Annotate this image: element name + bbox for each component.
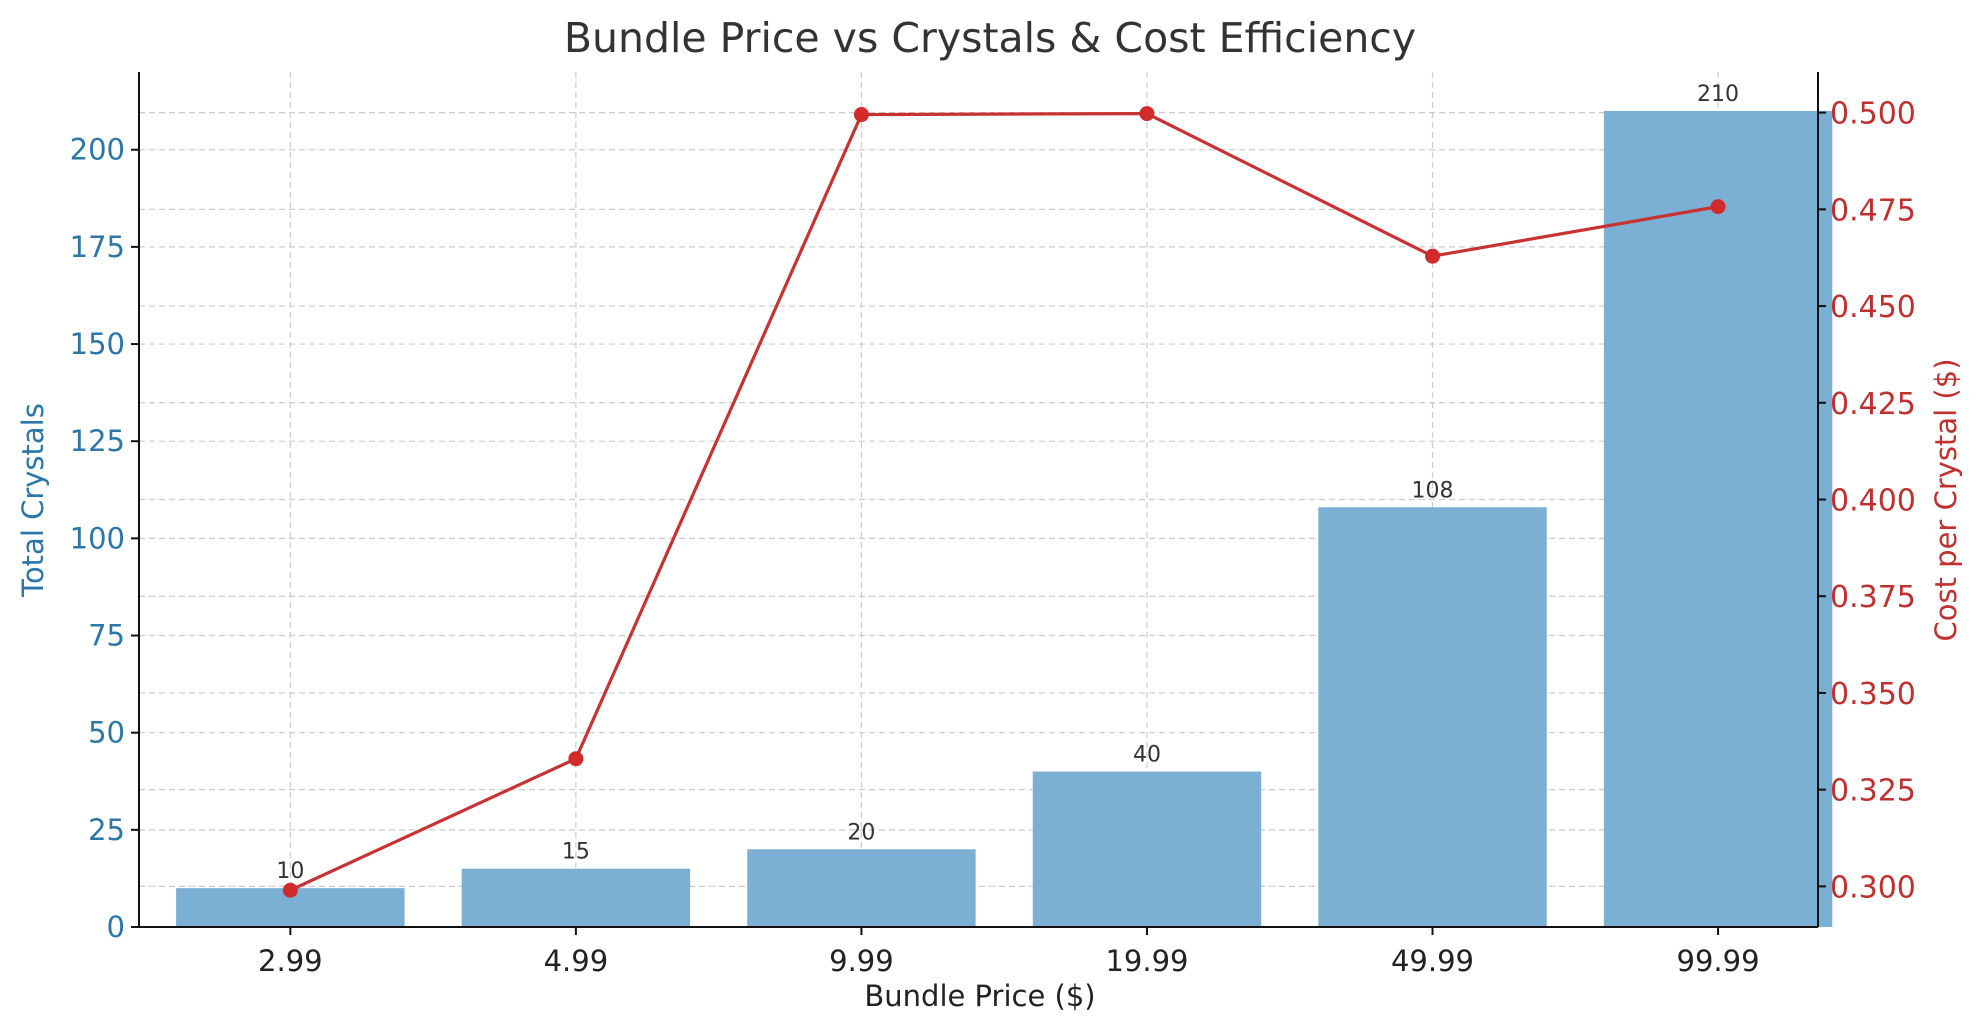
bar: [747, 849, 976, 927]
grid: [139, 72, 1818, 928]
left-y-tick-label: 25: [88, 813, 125, 847]
left-y-tick-labels: 0 25 50 75 100 125 150 175 200: [70, 133, 125, 944]
line-point: [1425, 248, 1441, 264]
line-point: [568, 751, 584, 767]
right-y-axis-label: Cost per Crystal ($): [1929, 358, 1963, 641]
bar-data-label: 10: [276, 859, 304, 884]
x-tick-labels: 2.99 4.99 9.99 19.99 49.99 99.99: [258, 944, 1760, 978]
left-y-tick-label: 75: [88, 619, 125, 653]
bar: [1032, 771, 1262, 927]
cost-line: [289, 111, 1719, 892]
bar-data-label: 108: [1412, 478, 1454, 503]
right-y-tick-label: 0.500: [1830, 97, 1916, 132]
bar: [1318, 507, 1547, 927]
left-y-tick-label: 150: [70, 327, 125, 361]
bar: [461, 868, 691, 927]
chart-title: Bundle Price vs Crystals & Cost Efficien…: [564, 14, 1416, 62]
bar-data-label: 210: [1697, 82, 1739, 107]
x-tick-label: 4.99: [544, 944, 609, 978]
bar-data-labels: 10 15 20 40 108 210: [276, 82, 1739, 884]
x-tick-label: 2.99: [258, 944, 323, 978]
right-y-tick-label: 0.325: [1830, 774, 1916, 809]
x-tick-label: 99.99: [1677, 944, 1760, 978]
left-y-tick-label: 200: [70, 133, 125, 167]
x-axis-label: Bundle Price ($): [864, 979, 1095, 1013]
left-y-tick-label: 0: [107, 910, 125, 944]
x-tick-label: 9.99: [829, 944, 894, 978]
bar-data-label: 20: [847, 820, 875, 845]
right-y-tick-label: 0.450: [1830, 290, 1916, 325]
line-point: [1139, 106, 1155, 122]
bar-data-label: 40: [1133, 743, 1161, 768]
line-series: [282, 106, 1726, 898]
axes: [131, 72, 1826, 935]
left-y-tick-label: 175: [70, 230, 125, 264]
right-y-tick-label: 0.375: [1830, 580, 1916, 615]
right-y-tick-label: 0.475: [1830, 193, 1916, 228]
line-point: [1710, 199, 1726, 215]
right-y-tick-label: 0.300: [1830, 870, 1916, 905]
left-y-tick-label: 50: [88, 716, 125, 750]
left-y-tick-label: 125: [70, 424, 125, 458]
bar-series: [176, 110, 1833, 927]
left-y-axis-label: Total Crystals: [16, 403, 50, 598]
right-y-tick-labels: 0.300 0.325 0.350 0.375 0.400 0.425 0.450 0.475…: [1830, 97, 1916, 906]
bar: [1603, 110, 1833, 927]
line-point: [853, 107, 869, 123]
left-y-tick-label: 100: [70, 521, 125, 555]
right-y-tick-label: 0.400: [1830, 484, 1916, 519]
x-tick-label: 49.99: [1391, 944, 1474, 978]
bar-data-label: 15: [562, 840, 590, 865]
line-point: [282, 882, 298, 898]
right-y-tick-label: 0.425: [1830, 387, 1916, 422]
right-y-tick-label: 0.350: [1830, 677, 1916, 712]
x-tick-label: 19.99: [1105, 944, 1188, 978]
